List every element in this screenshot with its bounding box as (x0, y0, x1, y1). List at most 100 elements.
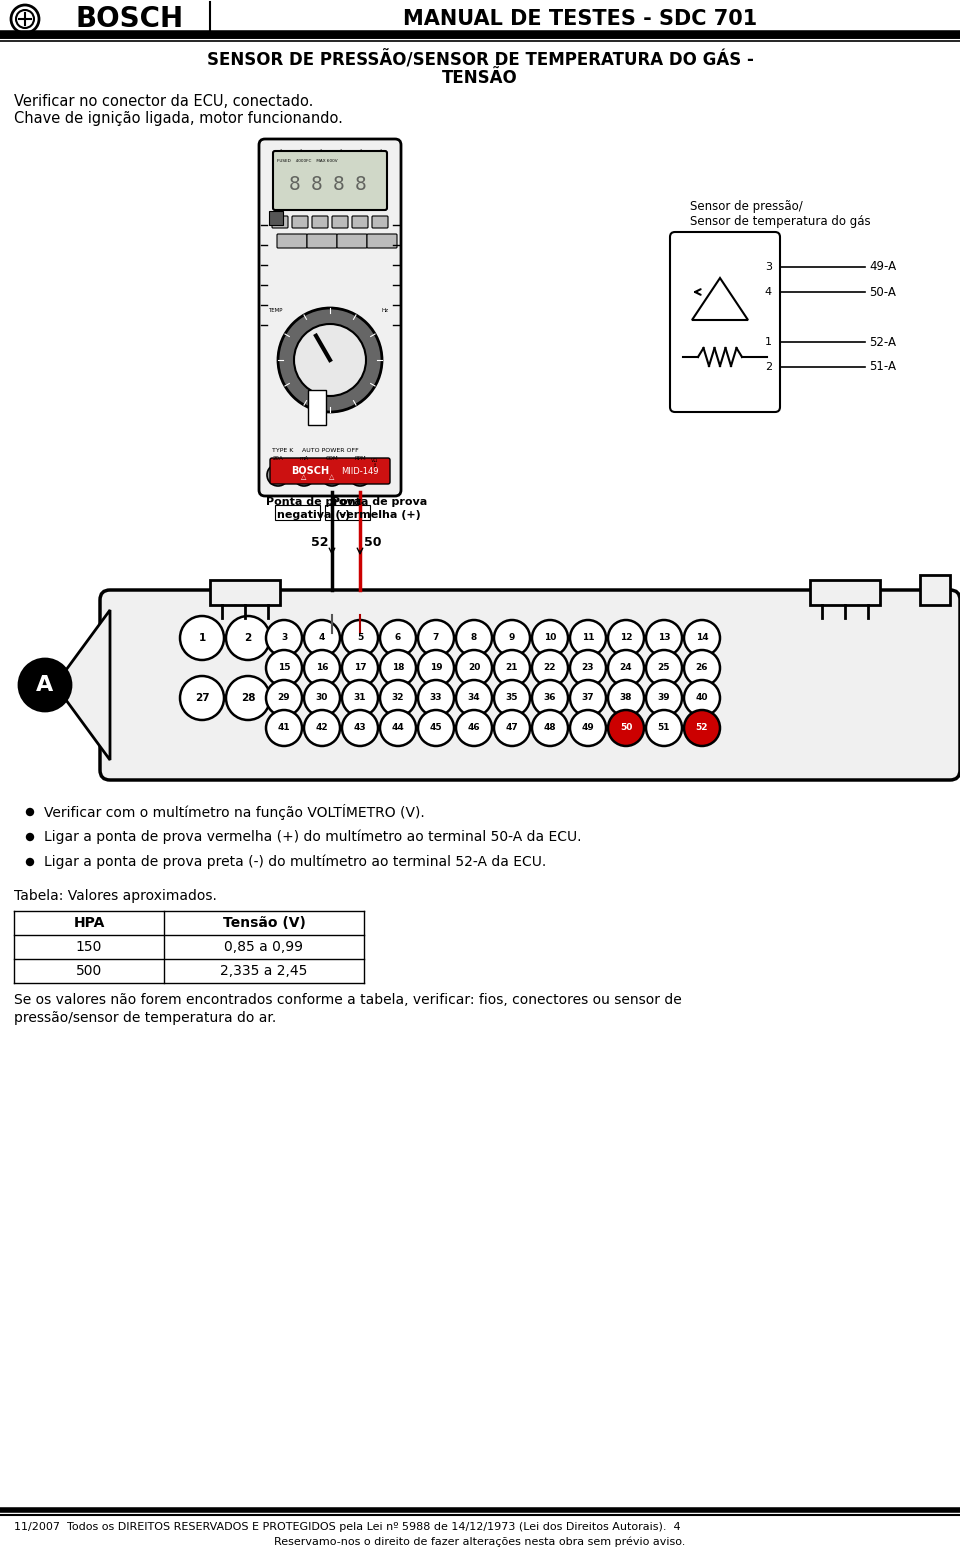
Bar (210, 580, 280, 605)
Circle shape (608, 620, 644, 656)
Circle shape (418, 681, 454, 716)
Bar (920, 575, 950, 605)
Text: 4: 4 (765, 287, 772, 297)
Text: .: . (339, 145, 341, 151)
Polygon shape (328, 591, 336, 615)
Circle shape (494, 710, 530, 746)
Text: TEMP: TEMP (268, 308, 282, 312)
Text: 32: 32 (392, 693, 404, 702)
Circle shape (646, 650, 682, 685)
Circle shape (326, 469, 338, 482)
Circle shape (570, 681, 606, 716)
Circle shape (456, 650, 492, 685)
Circle shape (684, 681, 720, 716)
Text: 46: 46 (468, 724, 480, 732)
Circle shape (684, 650, 720, 685)
Text: 13: 13 (658, 634, 670, 642)
Text: 25: 25 (658, 664, 670, 673)
Circle shape (278, 308, 382, 412)
Text: 7: 7 (433, 634, 439, 642)
Text: 51: 51 (658, 724, 670, 732)
Text: Tabela: Valores aproximados.: Tabela: Valores aproximados. (14, 889, 217, 903)
Circle shape (570, 710, 606, 746)
Text: △: △ (329, 474, 335, 480)
Circle shape (180, 676, 224, 720)
Text: 5: 5 (357, 634, 363, 642)
Circle shape (532, 681, 568, 716)
Text: BOSCH: BOSCH (291, 466, 329, 476)
Circle shape (494, 650, 530, 685)
Text: 16: 16 (316, 664, 328, 673)
FancyBboxPatch shape (272, 216, 288, 228)
Text: 8: 8 (470, 634, 477, 642)
Text: 22: 22 (543, 664, 556, 673)
Text: 47: 47 (506, 724, 518, 732)
Text: 2: 2 (765, 362, 772, 371)
Circle shape (608, 650, 644, 685)
Text: 52-A: 52-A (869, 336, 896, 348)
Circle shape (684, 710, 720, 746)
Text: 9: 9 (509, 634, 516, 642)
Text: Ligar a ponta de prova preta (-) do multímetro ao terminal 52-A da ECU.: Ligar a ponta de prova preta (-) do mult… (44, 855, 546, 869)
FancyBboxPatch shape (273, 151, 387, 210)
Text: Se os valores não forem encontrados conforme a tabela, verificar: fios, conector: Se os valores não forem encontrados conf… (14, 993, 682, 1007)
Text: TYPE K: TYPE K (272, 448, 294, 452)
Circle shape (418, 650, 454, 685)
Text: .: . (359, 145, 361, 151)
Text: 14: 14 (696, 634, 708, 642)
Text: Chave de ignição ligada, motor funcionando.: Chave de ignição ligada, motor funcionan… (14, 110, 343, 126)
Circle shape (180, 615, 224, 660)
FancyBboxPatch shape (259, 138, 401, 496)
FancyBboxPatch shape (312, 216, 328, 228)
Circle shape (570, 650, 606, 685)
Circle shape (342, 681, 378, 716)
Text: 11/2007  Todos os DIREITOS RESERVADOS E PROTEGIDOS pela Lei nº 5988 de 14/12/197: 11/2007 Todos os DIREITOS RESERVADOS E P… (14, 1521, 681, 1532)
Text: 150: 150 (76, 940, 102, 954)
Text: Ligar a ponta de prova vermelha (+) do multímetro ao terminal 50-A da ECU.: Ligar a ponta de prova vermelha (+) do m… (44, 830, 582, 844)
Circle shape (304, 620, 340, 656)
Text: .: . (299, 145, 301, 151)
Circle shape (272, 469, 284, 482)
Text: 10: 10 (543, 634, 556, 642)
Text: 3: 3 (765, 263, 772, 272)
Text: mA: mA (300, 457, 308, 462)
Text: RPM: RPM (354, 457, 366, 462)
Text: 24: 24 (620, 664, 633, 673)
Text: 2: 2 (245, 632, 252, 643)
Circle shape (380, 620, 416, 656)
Circle shape (27, 833, 34, 841)
Text: Verificar no conector da ECU, conectado.: Verificar no conector da ECU, conectado. (14, 95, 313, 109)
Text: 12: 12 (620, 634, 633, 642)
Text: 500: 500 (76, 963, 102, 977)
Text: 33: 33 (430, 693, 443, 702)
Text: 29: 29 (277, 693, 290, 702)
Bar (810, 580, 880, 605)
Text: 38: 38 (620, 693, 633, 702)
Circle shape (266, 681, 302, 716)
Text: 6: 6 (395, 634, 401, 642)
Polygon shape (356, 591, 364, 615)
Circle shape (532, 620, 568, 656)
Circle shape (456, 710, 492, 746)
Circle shape (266, 620, 302, 656)
Text: MANUAL DE TESTES - SDC 701: MANUAL DE TESTES - SDC 701 (403, 9, 757, 30)
Text: HPA: HPA (73, 915, 105, 929)
Text: COM: COM (325, 457, 338, 462)
Circle shape (608, 681, 644, 716)
Circle shape (226, 615, 270, 660)
Text: Reservamo-nos o direito de fazer alterações nesta obra sem prévio aviso.: Reservamo-nos o direito de fazer alteraç… (275, 1537, 685, 1548)
Polygon shape (692, 278, 748, 320)
Circle shape (684, 620, 720, 656)
Circle shape (266, 710, 302, 746)
Text: 20A: 20A (273, 457, 283, 462)
Text: 39: 39 (658, 693, 670, 702)
Text: 34: 34 (468, 693, 480, 702)
Text: 40: 40 (696, 693, 708, 702)
FancyBboxPatch shape (367, 235, 397, 249)
FancyBboxPatch shape (270, 458, 390, 483)
Circle shape (342, 650, 378, 685)
Circle shape (418, 620, 454, 656)
Text: 28: 28 (241, 693, 255, 702)
Circle shape (532, 710, 568, 746)
Circle shape (354, 469, 366, 482)
